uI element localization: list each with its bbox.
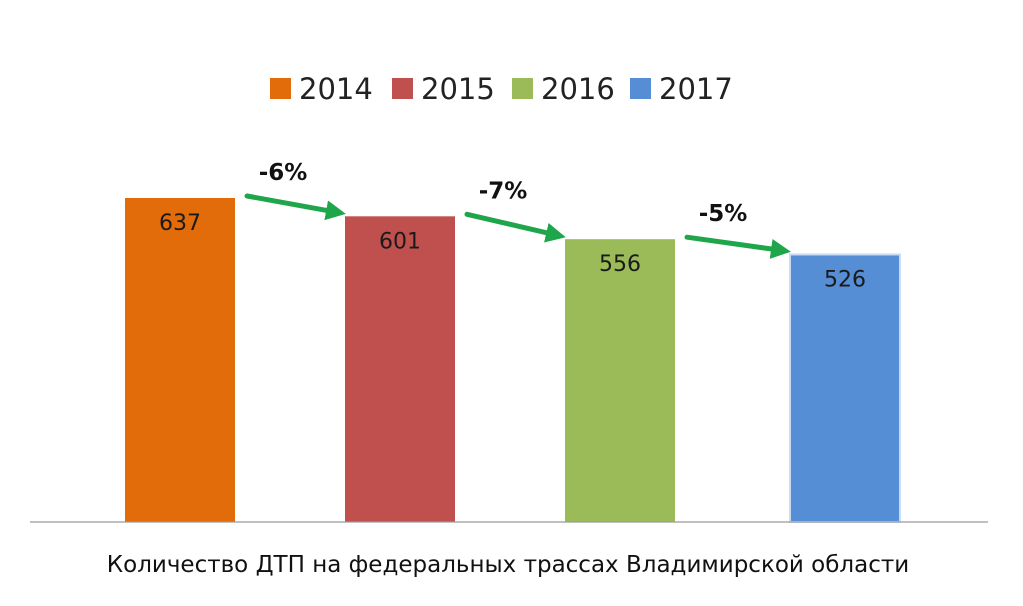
legend-label-2016: 2016: [541, 72, 615, 106]
legend-label-2017: 2017: [659, 72, 733, 106]
legend: 2014 2015 2016 2017: [270, 72, 733, 106]
change-arrows: -6% -7% -5%: [244, 160, 791, 259]
legend-swatch-2015: [392, 78, 413, 99]
value-label-2015: 601: [379, 229, 421, 254]
bar-2017: [789, 253, 901, 523]
bar-2015: [345, 216, 455, 522]
value-label-2014: 637: [159, 211, 201, 236]
legend-swatch-2014: [270, 78, 291, 99]
change-label-2: -7%: [479, 178, 528, 204]
bars: 637 601 556 526: [125, 198, 901, 523]
change-label-1: -6%: [259, 160, 308, 186]
bar-2016: [565, 239, 675, 522]
legend-label-2014: 2014: [299, 72, 373, 106]
legend-swatch-2017: [630, 78, 651, 99]
legend-label-2015: 2015: [421, 72, 495, 106]
change-arrow-1: [244, 193, 346, 221]
change-arrow-2: [464, 211, 566, 243]
legend-swatch-2016: [512, 78, 533, 99]
x-axis-title: Количество ДТП на федеральных трассах Вл…: [107, 552, 909, 578]
bar-2014: [125, 198, 235, 522]
value-label-2016: 556: [599, 252, 641, 277]
change-label-3: -5%: [699, 201, 748, 227]
value-label-2017: 526: [824, 267, 866, 292]
change-arrow-3: [684, 234, 791, 259]
